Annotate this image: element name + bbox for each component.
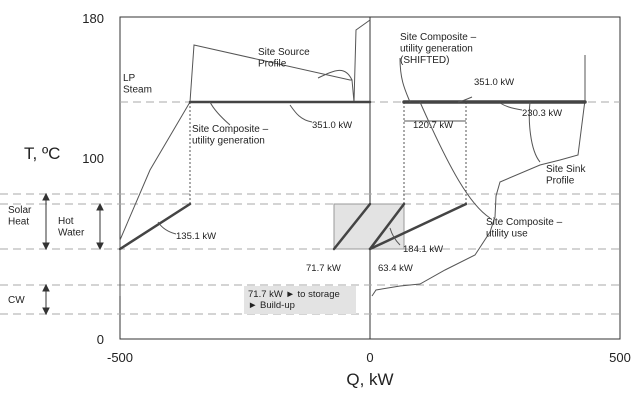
- cw-label: CW: [8, 295, 25, 306]
- site-source-profile-label: Site Source Profile: [258, 47, 310, 70]
- leader-lines: [209, 57, 541, 219]
- kw-230: 230.3 kW: [522, 108, 562, 119]
- y-axis-title: T, ºC: [24, 144, 60, 163]
- site-composite-use-label: Site Composite – utility use: [486, 217, 563, 240]
- x-axis-title: Q, kW: [346, 370, 393, 389]
- hot-water-label: Hot Water: [58, 216, 85, 239]
- dotted-drop-lines: [189, 102, 467, 204]
- lp-steam-label: LP Steam: [123, 73, 152, 96]
- site-composite-gen-label: Site Composite – utility generation: [192, 124, 269, 147]
- kw-63: 63.4 kW: [378, 263, 413, 274]
- x-tick-500: 500: [609, 350, 631, 365]
- site-composite-gen-shifted-label: Site Composite – utility generation (SHIFT…: [400, 32, 477, 66]
- utility-lines: [118, 100, 587, 251]
- solar-heat-label: Solar Heat: [8, 205, 32, 228]
- y-tick-100: 100: [82, 151, 104, 166]
- storage-box: [333, 203, 405, 250]
- storage-note-label: 71.7 kW ► to storage ► Build-up: [248, 289, 340, 311]
- kw-184: 184.1 kW: [403, 244, 443, 255]
- kw-71: 71.7 kW: [306, 263, 341, 274]
- x-tick-0: 0: [366, 350, 373, 365]
- kw-351-right: 351.0 kW: [474, 77, 514, 88]
- zone-brackets: [42, 192, 104, 316]
- kw-120: 120.7 kW: [413, 120, 453, 131]
- storage-note-box: [244, 286, 356, 314]
- site-sink-profile-curve: [371, 55, 586, 297]
- kw-351-left: 351.0 kW: [312, 120, 352, 131]
- kw-135: 135.1 kW: [176, 231, 216, 242]
- site-sink-profile-label: Site Sink Profile: [546, 164, 586, 187]
- y-tick-0: 0: [97, 332, 104, 347]
- x-tick-neg500: -500: [107, 350, 133, 365]
- dashed-guides: [0, 101, 620, 315]
- y-tick-180: 180: [82, 11, 104, 26]
- site-source-profile-curve: [119, 19, 371, 296]
- kw-pointers: [157, 96, 523, 246]
